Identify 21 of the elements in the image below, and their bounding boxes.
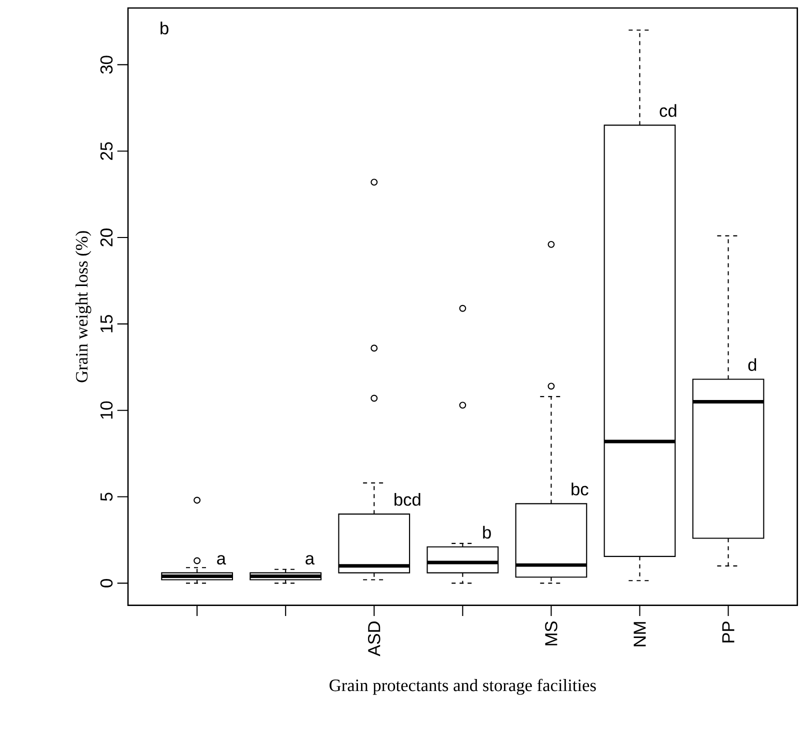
annotation: bcd: [394, 493, 420, 506]
y-tick-label: 15: [100, 315, 113, 332]
x-tick-label: PP: [722, 622, 734, 642]
y-axis-title: Grain weight loss (%): [75, 231, 92, 382]
annotation: b: [160, 22, 168, 34]
annotation: b: [483, 526, 491, 539]
y-tick-label: 0: [100, 579, 113, 588]
y-tick-label: 10: [100, 401, 113, 419]
y-tick-label: 25: [100, 142, 113, 160]
annotation: d: [748, 358, 756, 371]
annotation: a: [217, 555, 226, 565]
y-tick-label: 5: [100, 492, 113, 501]
annotation: a: [306, 555, 315, 565]
x-tick-label: NM: [634, 622, 646, 646]
annotation: cd: [660, 104, 676, 117]
x-axis-title: Grain protectants and storage facilities: [330, 678, 596, 695]
x-tick-label: ASD: [368, 622, 380, 656]
y-tick-label: 30: [100, 56, 113, 74]
annotation: bc: [572, 482, 588, 496]
x-tick-label: MS: [545, 621, 558, 646]
y-tick-label: 20: [100, 228, 113, 246]
